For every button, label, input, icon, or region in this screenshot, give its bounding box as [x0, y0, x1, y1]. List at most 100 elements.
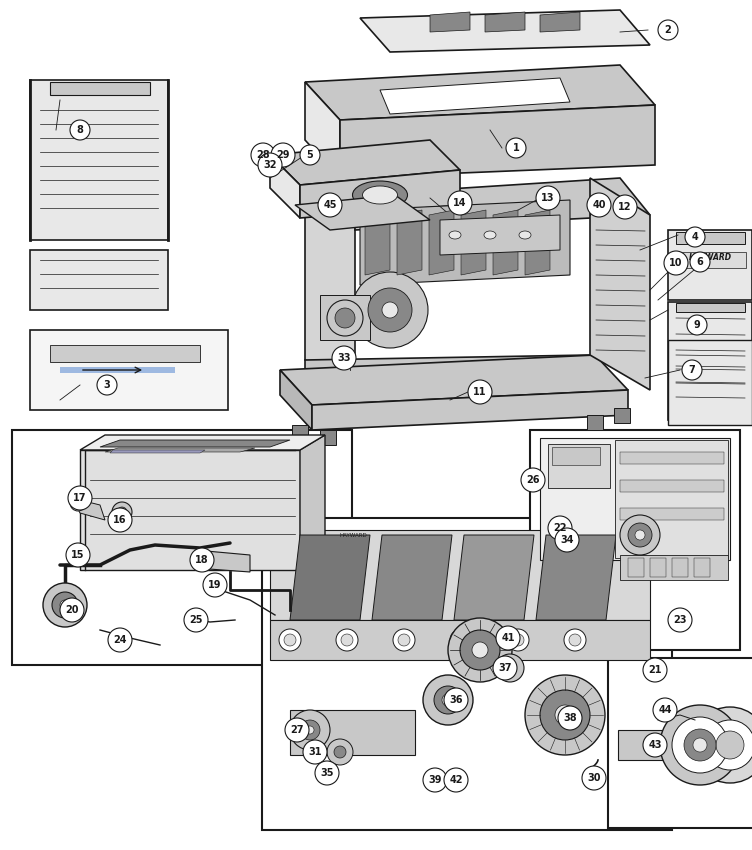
Circle shape [643, 733, 667, 757]
Polygon shape [340, 105, 655, 178]
Polygon shape [100, 440, 290, 447]
Text: 38: 38 [563, 713, 577, 723]
Text: 26: 26 [526, 475, 540, 485]
Text: 3: 3 [104, 380, 111, 390]
Bar [587, 415, 603, 430]
Circle shape [444, 688, 468, 712]
Polygon shape [454, 535, 534, 620]
Text: 32: 32 [263, 160, 277, 170]
Bar [608, 658, 752, 828]
Circle shape [68, 486, 92, 510]
Polygon shape [305, 65, 655, 120]
Text: 13: 13 [541, 193, 555, 203]
Ellipse shape [484, 231, 496, 239]
Polygon shape [590, 178, 650, 390]
Polygon shape [105, 448, 255, 452]
Circle shape [692, 707, 752, 783]
Circle shape [444, 768, 468, 792]
Polygon shape [72, 498, 105, 520]
Circle shape [190, 548, 214, 572]
Polygon shape [650, 558, 666, 577]
Text: 17: 17 [73, 493, 86, 503]
Polygon shape [620, 508, 724, 520]
Polygon shape [270, 620, 650, 660]
Circle shape [582, 766, 606, 790]
Text: 21: 21 [648, 665, 662, 675]
Polygon shape [525, 210, 550, 275]
Circle shape [251, 143, 275, 167]
Circle shape [693, 738, 707, 752]
Circle shape [327, 300, 363, 336]
Text: 1: 1 [513, 143, 520, 153]
Text: HAYWARD: HAYWARD [688, 253, 732, 263]
Text: 30: 30 [587, 773, 601, 783]
Circle shape [653, 698, 677, 722]
Polygon shape [295, 195, 430, 230]
Polygon shape [397, 210, 422, 275]
Text: 20: 20 [65, 605, 79, 615]
Polygon shape [80, 435, 325, 450]
Circle shape [427, 772, 443, 788]
Polygon shape [305, 82, 340, 178]
Circle shape [496, 626, 520, 650]
Circle shape [705, 720, 752, 770]
Circle shape [472, 642, 488, 658]
Polygon shape [493, 210, 518, 275]
Circle shape [117, 507, 127, 517]
Circle shape [303, 740, 327, 764]
Circle shape [525, 675, 605, 755]
Polygon shape [305, 355, 590, 395]
Circle shape [555, 528, 579, 552]
Polygon shape [320, 295, 370, 340]
Circle shape [284, 634, 296, 646]
Circle shape [318, 193, 342, 217]
Circle shape [97, 375, 117, 395]
Text: 25: 25 [190, 615, 203, 625]
Text: 8: 8 [77, 125, 83, 135]
Text: 34: 34 [560, 535, 574, 545]
Polygon shape [429, 210, 454, 275]
Circle shape [558, 706, 582, 730]
Circle shape [496, 654, 524, 682]
Circle shape [368, 288, 412, 332]
Text: 24: 24 [114, 635, 127, 645]
Circle shape [684, 729, 716, 761]
Circle shape [423, 675, 473, 725]
Polygon shape [430, 12, 470, 32]
Circle shape [285, 718, 309, 742]
Polygon shape [110, 450, 205, 453]
Polygon shape [618, 730, 670, 760]
Circle shape [448, 191, 472, 215]
Text: 11: 11 [473, 387, 487, 397]
Text: 5: 5 [307, 150, 314, 160]
Circle shape [672, 717, 728, 773]
Polygon shape [672, 558, 688, 577]
Circle shape [620, 515, 660, 555]
Polygon shape [674, 252, 746, 268]
Polygon shape [30, 80, 168, 240]
Circle shape [279, 629, 301, 651]
Text: 15: 15 [71, 550, 85, 560]
Circle shape [300, 720, 320, 740]
Text: 41: 41 [502, 633, 515, 643]
Circle shape [635, 530, 645, 540]
Circle shape [108, 628, 132, 652]
Polygon shape [280, 370, 312, 430]
Text: 12: 12 [618, 202, 632, 212]
Text: 36: 36 [449, 695, 462, 705]
Polygon shape [372, 535, 452, 620]
Polygon shape [50, 345, 200, 362]
Polygon shape [676, 232, 745, 244]
Polygon shape [548, 444, 610, 488]
Polygon shape [380, 78, 570, 114]
Circle shape [315, 761, 339, 785]
Circle shape [512, 634, 524, 646]
Circle shape [716, 731, 744, 759]
Text: 10: 10 [669, 258, 683, 268]
Polygon shape [615, 440, 728, 558]
Circle shape [521, 468, 545, 492]
Circle shape [613, 195, 637, 219]
Polygon shape [270, 140, 460, 185]
Circle shape [628, 523, 652, 547]
Circle shape [203, 573, 227, 597]
